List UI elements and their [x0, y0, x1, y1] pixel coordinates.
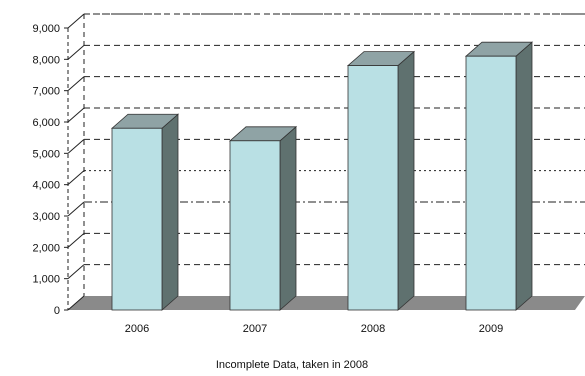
- x-tick-label: 2009: [479, 323, 503, 335]
- bar: [465, 55, 517, 311]
- y-tick-label: 1,000: [32, 274, 60, 286]
- chart-floor: [68, 296, 585, 310]
- bar: [111, 127, 163, 311]
- floor-plane: [68, 296, 585, 310]
- y-depth-tick: [67, 76, 85, 92]
- y-tick-label: 9,000: [32, 23, 60, 35]
- y-depth-tick: [67, 138, 85, 154]
- x-tick-label: 2008: [361, 323, 385, 335]
- y-tick-label: 4,000: [32, 180, 60, 192]
- y-depth-tick: [67, 232, 85, 248]
- y-tick-label: 5,000: [32, 148, 60, 160]
- bar-side: [279, 125, 297, 311]
- footnote: Incomplete Data, taken in 2008: [216, 359, 368, 371]
- bar-side: [161, 113, 179, 311]
- bar-side: [515, 41, 533, 311]
- y-depth-tick: [67, 44, 85, 60]
- bars: [110, 41, 534, 311]
- x-tick-label: 2007: [243, 323, 267, 335]
- y-depth-tick: [67, 170, 85, 186]
- bar: [229, 140, 281, 311]
- bar-side: [397, 50, 415, 311]
- y-tick-label: 7,000: [32, 86, 60, 98]
- y-axis: 0 1,000 2,000 3,000 4,000 5,000 6,000 7,000 8,00…: [32, 13, 85, 317]
- y-depth-tick: [67, 107, 85, 123]
- y-tick-label: 6,000: [32, 117, 60, 129]
- y-tick-label: 2,000: [32, 242, 60, 254]
- x-axis-labels: 2006 2007 2008 2009: [125, 323, 503, 335]
- y-depth-tick: [67, 264, 85, 280]
- y-tick-label: 3,000: [32, 211, 60, 223]
- y-depth-tick: [67, 13, 85, 29]
- y-depth-tick: [67, 201, 85, 217]
- y-depth-tick: [67, 295, 85, 311]
- y-tick-label: 0: [54, 305, 60, 317]
- y-tick-label: 8,000: [32, 54, 60, 66]
- bar: [347, 65, 399, 311]
- x-tick-label: 2006: [125, 323, 149, 335]
